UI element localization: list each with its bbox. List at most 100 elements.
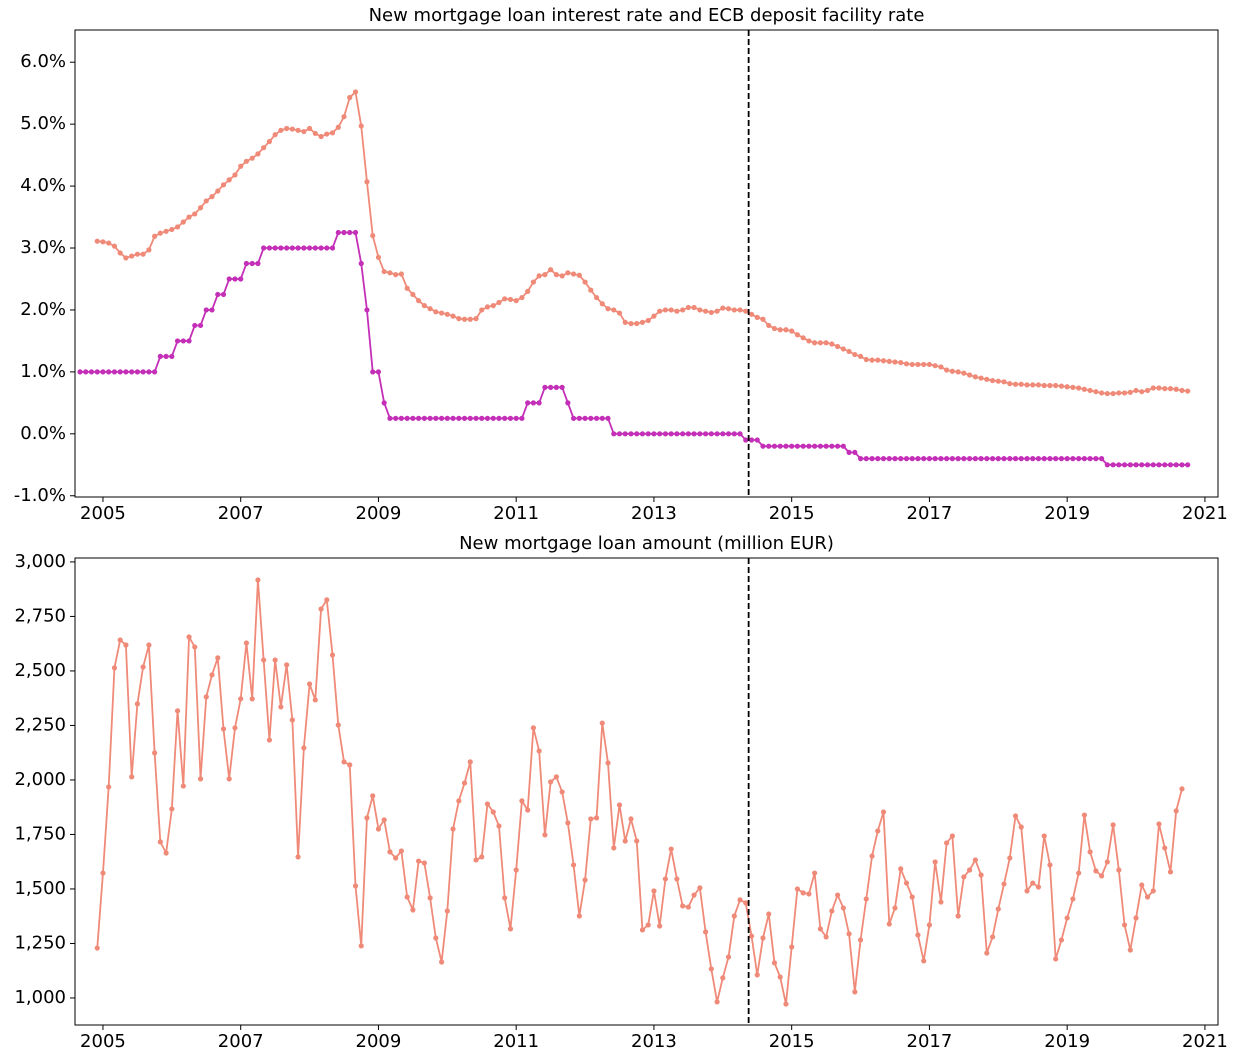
y-tick-label: 1,750 [14, 823, 66, 844]
point [697, 431, 703, 437]
point [157, 353, 163, 360]
point [731, 913, 737, 919]
point [685, 904, 691, 910]
point [450, 313, 456, 319]
point [289, 245, 295, 251]
point [628, 320, 634, 327]
point [783, 1001, 789, 1007]
point [748, 437, 755, 443]
point [771, 960, 778, 966]
point [278, 704, 284, 710]
point [777, 974, 783, 980]
point [111, 369, 118, 375]
point [697, 307, 703, 313]
point [450, 826, 456, 832]
point [593, 415, 600, 421]
point [783, 443, 789, 449]
point [542, 272, 548, 278]
point [278, 245, 284, 251]
point [1162, 462, 1168, 468]
x-tick-label: 2005 [80, 503, 126, 524]
point [467, 316, 473, 322]
point [180, 783, 186, 789]
point [1018, 824, 1024, 830]
point [616, 310, 623, 316]
point [777, 327, 783, 333]
point [829, 443, 835, 449]
x-tick-label: 2011 [493, 503, 539, 524]
point [266, 245, 273, 251]
point [542, 384, 548, 390]
point [232, 725, 238, 731]
point [519, 294, 525, 301]
point [857, 937, 864, 943]
point [209, 672, 215, 678]
point [898, 866, 904, 872]
point [479, 854, 485, 860]
point [622, 838, 628, 844]
point [553, 272, 559, 278]
point [1070, 455, 1076, 462]
point [364, 307, 370, 313]
point [393, 855, 399, 861]
point [565, 270, 571, 276]
point [416, 858, 422, 864]
point [1173, 462, 1179, 468]
point [1024, 455, 1030, 462]
point [760, 443, 766, 449]
point [1144, 462, 1151, 468]
point [456, 316, 462, 322]
point [944, 455, 950, 462]
point [439, 959, 445, 965]
point [1127, 462, 1133, 468]
point [140, 369, 146, 375]
point [249, 155, 255, 161]
point [393, 272, 399, 278]
point [410, 415, 416, 421]
point [370, 369, 376, 375]
point [318, 245, 324, 251]
point [261, 145, 267, 151]
point [611, 845, 617, 851]
axes-frame [74, 29, 1219, 498]
point [852, 351, 858, 358]
x-tick-label: 2019 [1044, 1031, 1090, 1052]
point [186, 214, 192, 220]
point [1179, 786, 1185, 792]
point [823, 443, 829, 449]
point [1150, 888, 1156, 894]
point [410, 907, 416, 913]
point [576, 272, 582, 278]
point [1167, 462, 1174, 468]
point [542, 832, 548, 838]
point [978, 872, 984, 878]
point [789, 328, 795, 334]
point [450, 415, 456, 421]
point [714, 431, 720, 437]
point [668, 431, 674, 437]
point [83, 369, 89, 375]
y-tick-label: 3,000 [14, 551, 66, 572]
point [898, 455, 904, 462]
point [1053, 455, 1059, 462]
point [284, 125, 290, 132]
point [306, 245, 313, 251]
point [599, 720, 605, 726]
point [903, 880, 910, 886]
point [570, 271, 577, 277]
point [312, 130, 318, 137]
point [220, 291, 227, 298]
point [335, 229, 341, 236]
point [886, 455, 892, 462]
y-tick-label: 2,750 [14, 605, 66, 626]
point [433, 415, 439, 421]
point [502, 296, 508, 302]
point [1030, 880, 1036, 886]
point [921, 958, 927, 964]
point [989, 377, 996, 384]
point [720, 305, 726, 311]
point [662, 876, 669, 882]
point [117, 250, 123, 256]
point [1127, 947, 1133, 953]
point [1150, 385, 1156, 391]
